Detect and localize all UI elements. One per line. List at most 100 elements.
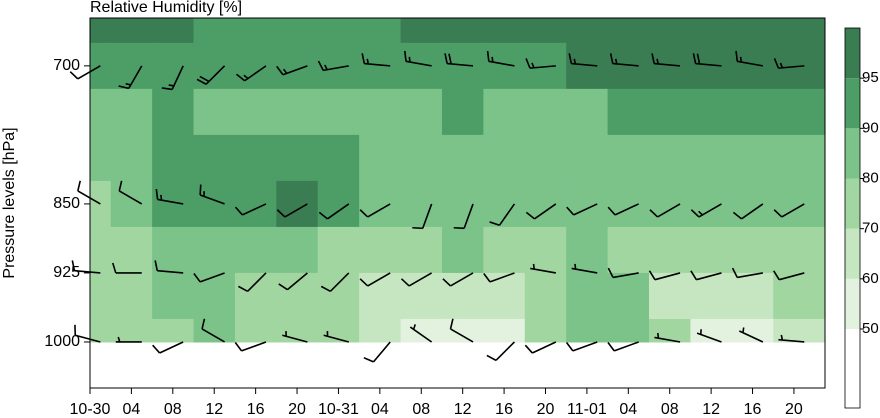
rh-cell [441, 318, 484, 343]
rh-cell [276, 88, 319, 136]
rh-cell [90, 18, 112, 44]
wind-barb [201, 318, 225, 343]
rh-cell [731, 42, 774, 90]
wind-barb [363, 341, 391, 363]
rh-cell [400, 42, 443, 90]
rh-cell [276, 134, 319, 182]
rh-cell [566, 88, 609, 136]
rh-cell [649, 318, 691, 343]
rh-cell [152, 18, 195, 44]
rh-cell [276, 272, 319, 320]
wind-barb [234, 341, 267, 352]
wind-barb [731, 267, 764, 279]
rh-cell [317, 180, 360, 228]
wind-barb [69, 65, 101, 80]
rh-cell [276, 42, 319, 90]
wind-barb [77, 180, 101, 205]
rh-cell [524, 318, 567, 343]
wind-barb [276, 203, 308, 218]
wind-barb [486, 50, 515, 67]
rh-cell [234, 42, 277, 90]
rh-cell [234, 180, 277, 228]
x-tick-label: 08 [412, 401, 430, 418]
y-tick-label: 925 [53, 264, 80, 281]
rh-cell [731, 226, 774, 274]
x-tick-label: 08 [164, 401, 182, 418]
rh-cell [193, 318, 236, 343]
rh-cell [731, 318, 774, 343]
rh-cell [400, 134, 443, 182]
rh-cell [90, 42, 112, 90]
colorbar-label: 80 [862, 169, 879, 186]
wind-barb [649, 203, 681, 218]
rh-cell [607, 318, 650, 343]
rh-cell [317, 18, 360, 44]
y-tick-label: 850 [53, 195, 80, 212]
x-tick-label: 11-01 [567, 401, 607, 418]
wind-barb [738, 327, 764, 343]
x-tick-label: 04 [619, 401, 637, 418]
rh-cell [441, 42, 484, 90]
rh-cell [524, 134, 567, 182]
wind-barb [696, 329, 722, 343]
wind-barb [154, 260, 184, 274]
rh-cell [441, 88, 484, 136]
rh-cell [359, 134, 402, 182]
wind-barb [566, 203, 598, 216]
rh-cell [152, 42, 195, 90]
colorbar-segment [845, 278, 860, 329]
wind-barb [74, 324, 101, 343]
rh-cell [483, 88, 526, 136]
rh-cell [317, 272, 360, 320]
rh-cell [524, 180, 567, 228]
wind-barb [607, 203, 640, 216]
y-tick-label: 700 [53, 57, 80, 74]
rh-cell [483, 18, 526, 44]
wind-barb [118, 180, 143, 205]
rh-cell [483, 226, 526, 274]
wind-barb [607, 267, 639, 279]
wind-barb [654, 332, 681, 343]
wind-barb [278, 272, 308, 291]
rh-cell [524, 272, 567, 320]
wind-barb [773, 203, 805, 218]
rh-cell [566, 226, 609, 274]
rh-cell [566, 180, 609, 228]
wind-barb [489, 203, 516, 226]
rh-cell [359, 226, 402, 274]
wind-barb [735, 50, 764, 67]
wind-barb [318, 203, 350, 220]
rh-cell [524, 226, 567, 274]
wind-barb [361, 53, 391, 67]
x-tick-label: 20 [288, 401, 306, 418]
rh-cell [152, 88, 195, 136]
x-tick-label: 16 [247, 401, 265, 418]
wind-barb [359, 203, 391, 218]
rh-cell [152, 180, 195, 228]
rh-cell [110, 272, 153, 320]
wind-barb [568, 53, 598, 67]
wind-barb [648, 270, 681, 281]
rh-cell [152, 226, 195, 274]
contour-fill [90, 18, 826, 343]
chart-title: Relative Humidity [%] [90, 0, 242, 16]
wind-barb [524, 341, 557, 354]
rh-cell [773, 88, 826, 136]
rh-cell [317, 88, 360, 136]
x-tick-label: 08 [661, 401, 679, 418]
wind-barb [690, 270, 722, 281]
wind-barb [692, 53, 722, 67]
rh-cell [773, 134, 826, 182]
rh-cell [400, 318, 443, 343]
rh-cell [110, 42, 153, 90]
rh-cell [649, 18, 691, 44]
rh-cell [193, 272, 236, 320]
rh-cell [649, 180, 691, 228]
colorbar-label: 90 [862, 119, 879, 136]
x-tick-label: 10-30 [70, 401, 111, 418]
wind-barb [199, 184, 225, 205]
colorbar-frame [844, 27, 861, 409]
rh-cell [234, 88, 277, 136]
rh-cell [773, 226, 826, 274]
rh-cell [731, 18, 774, 44]
